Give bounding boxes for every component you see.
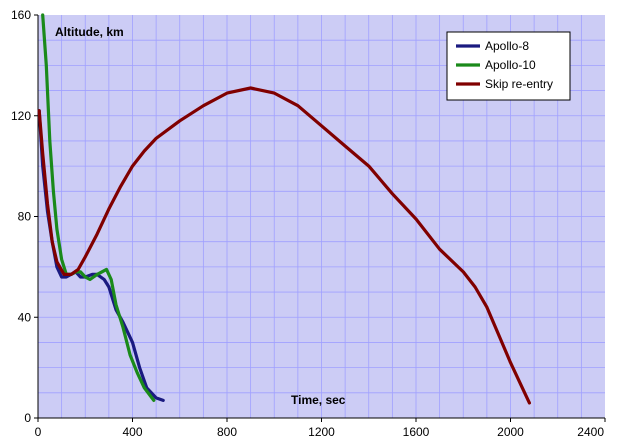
x-tick-label: 1200 [308, 425, 335, 439]
x-tick-label: 1600 [403, 425, 430, 439]
x-tick-label: 800 [217, 425, 237, 439]
y-tick-label: 40 [18, 310, 32, 324]
series-line-skip-re-entry [37, 86, 531, 405]
axes [34, 14, 606, 422]
y-axis-title: Altitude, km [55, 25, 124, 39]
y-tick-label: 0 [24, 411, 31, 425]
x-tick-labels: 0 400 800 1200 1600 2000 2400 [35, 425, 605, 439]
y-tick-label: 160 [11, 8, 31, 22]
x-tick-label: 2400 [577, 425, 604, 439]
series-line-apollo-10 [41, 13, 156, 402]
x-tick-label: 2000 [497, 425, 524, 439]
series-lines [37, 13, 531, 405]
y-tick-labels: 0 40 80 120 160 [11, 8, 31, 425]
legend-label: Skip re-entry [485, 77, 553, 91]
x-tick-label: 0 [35, 425, 42, 439]
legend: Apollo-8 Apollo-10 Skip re-entry [446, 31, 571, 101]
y-tick-label: 80 [18, 210, 32, 224]
legend-label: Apollo-10 [485, 58, 536, 72]
x-tick-label: 400 [122, 425, 142, 439]
y-tick-label: 120 [11, 109, 31, 123]
legend-label: Apollo-8 [485, 39, 529, 53]
x-axis-title: Time, sec [291, 393, 346, 407]
